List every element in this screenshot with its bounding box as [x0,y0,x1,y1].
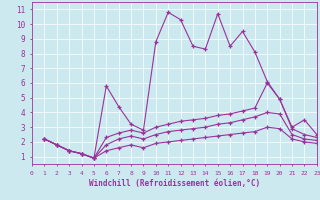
X-axis label: Windchill (Refroidissement éolien,°C): Windchill (Refroidissement éolien,°C) [89,179,260,188]
